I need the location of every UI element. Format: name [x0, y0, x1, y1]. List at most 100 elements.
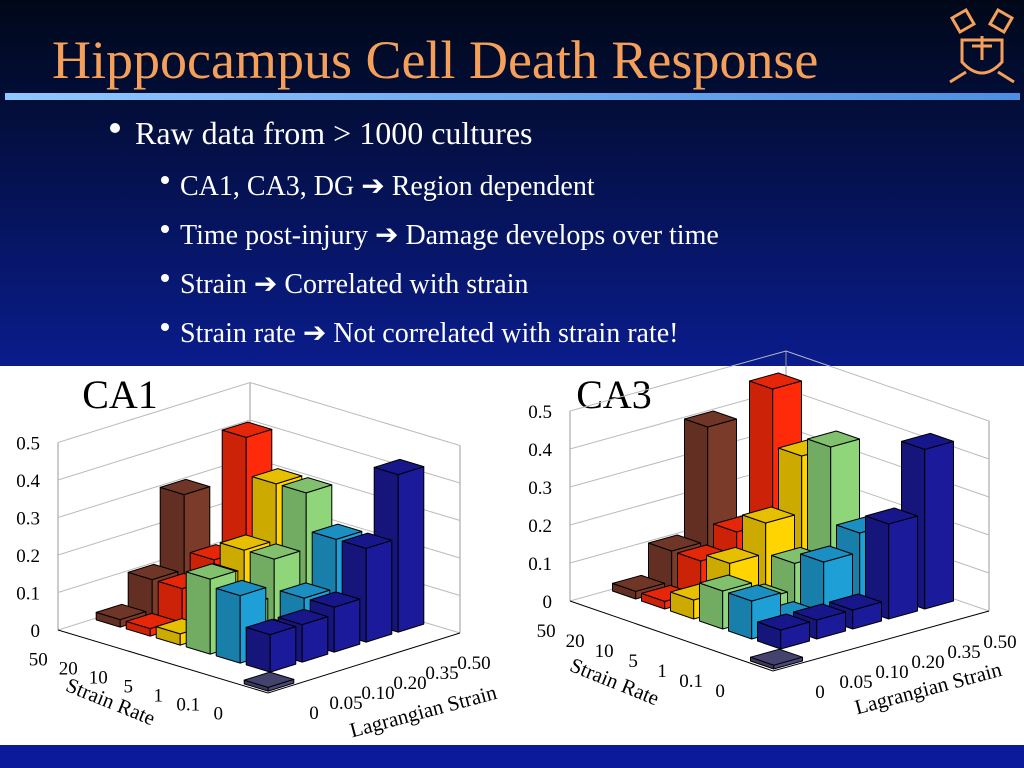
x-tick-label: 0.35 — [425, 663, 458, 684]
bar-front-face — [365, 539, 393, 643]
bar-left-face — [245, 626, 271, 673]
bar-top-face — [742, 506, 795, 524]
bar-top-face — [829, 593, 882, 611]
chart-title: CA3 — [576, 372, 652, 417]
bar-top-face — [221, 421, 273, 438]
x-tick-label: 0.50 — [457, 653, 490, 674]
footer-bar — [0, 745, 1024, 768]
x-tick-label: 0.05 — [329, 693, 362, 714]
x-tick-label: 0.20 — [393, 673, 426, 694]
bar-top-face — [901, 432, 954, 450]
bar-top-face — [215, 579, 267, 597]
bar — [750, 648, 803, 670]
sub-bullet: Strain rate ➔ Not correlated with strain… — [180, 318, 679, 349]
sub-bullet: Time post-injury ➔ Damage develops over … — [180, 220, 719, 251]
bar-top-face — [612, 574, 665, 592]
z-tick-label: 0.4 — [16, 471, 40, 492]
bar — [243, 671, 295, 692]
bar-top-face — [311, 523, 363, 540]
y-tick-label: 5 — [628, 651, 638, 672]
bar-top-face — [251, 468, 303, 485]
y-tick-label: 1 — [153, 686, 163, 707]
bar-top-face — [684, 410, 737, 428]
axis-edge — [569, 600, 990, 672]
x-tick-label: 0.35 — [947, 642, 980, 663]
bar-top-face — [728, 584, 781, 602]
logo — [949, 7, 1015, 84]
z-tick-label: 0.5 — [16, 434, 40, 455]
bar-top-face — [185, 563, 237, 580]
bar-top-face — [341, 532, 393, 549]
x-tick-label: 0.05 — [839, 672, 872, 693]
z-tick-label: 0.3 — [16, 509, 40, 530]
sub-bullet: CA1, CA3, DG ➔ Region dependent — [180, 171, 595, 202]
bar-top-face — [245, 618, 297, 636]
bar-top-face — [648, 534, 701, 552]
title-rule — [5, 93, 1020, 100]
bar-top-face — [95, 603, 147, 621]
grid-line — [569, 350, 990, 422]
x-tick-label: 0.20 — [911, 652, 944, 673]
bar-top-face — [757, 613, 810, 631]
y-tick-label: 50 — [537, 621, 556, 642]
bar-top-face — [699, 574, 752, 592]
bullet-dot — [161, 225, 169, 233]
z-tick-label: 0.5 — [528, 402, 552, 423]
bar — [793, 603, 846, 640]
bar-front-face — [333, 598, 361, 653]
y-tick-label: 20 — [59, 659, 78, 680]
z-tick-label: 0.4 — [528, 440, 552, 461]
bar-top-face — [219, 534, 271, 551]
y-tick-label: 1 — [657, 661, 667, 682]
bar-top-face — [249, 543, 301, 560]
bar — [800, 545, 853, 620]
bar — [757, 613, 810, 650]
bar — [245, 618, 297, 673]
bullet-dot — [161, 274, 169, 282]
bar-top-face — [749, 372, 802, 390]
bar-front-face — [397, 466, 425, 633]
x-tick-label: 0.10 — [361, 683, 394, 704]
z-tick-label: 0.1 — [16, 584, 40, 605]
slide-title: Hippocampus Cell Death Response — [52, 30, 818, 90]
bar-top-face — [800, 545, 853, 563]
y-tick-label: 0 — [715, 681, 725, 702]
bullet-dot — [110, 123, 120, 133]
sub-bullet: Strain ➔ Correlated with strain — [180, 269, 529, 300]
bar-front-face — [924, 440, 954, 610]
y-tick-label: 5 — [123, 677, 133, 698]
bar-top-face — [279, 582, 331, 599]
x-tick-label: 0.10 — [875, 662, 908, 683]
x-tick-label: 0 — [309, 703, 319, 724]
bar-top-face — [793, 603, 846, 621]
y-tick-label: 0.1 — [176, 695, 200, 716]
y-tick-label: 0 — [213, 704, 223, 725]
y-tick-label: 10 — [89, 668, 108, 689]
y-tick-label: 20 — [566, 631, 585, 652]
bar-top-face — [807, 430, 860, 448]
bullet: Raw data from > 1000 cultures — [135, 115, 533, 151]
bar-top-face — [281, 477, 333, 494]
bar-top-face — [865, 507, 918, 525]
z-tick-label: 0.2 — [16, 546, 40, 567]
bar-top-face — [159, 478, 211, 496]
bar-top-face — [277, 608, 329, 626]
bar-top-face — [309, 591, 361, 608]
z-tick-label: 0 — [31, 621, 41, 642]
z-tick-label: 0 — [543, 592, 553, 613]
bar-top-face — [373, 458, 425, 476]
axis-edge — [57, 629, 461, 694]
y-tick-label: 10 — [595, 641, 614, 662]
bullet-dot — [161, 323, 169, 331]
x-tick-label: 0.50 — [983, 632, 1016, 653]
y-tick-label: 50 — [29, 650, 48, 671]
header-background — [0, 0, 1024, 366]
chart-title: CA1 — [82, 372, 158, 417]
bar-left-face — [185, 571, 211, 655]
bar-front-face — [888, 515, 918, 620]
grid-line — [57, 381, 461, 446]
bar-top-face — [127, 563, 179, 581]
x-tick-label: 0 — [815, 682, 825, 703]
bar-top-face — [243, 671, 295, 688]
